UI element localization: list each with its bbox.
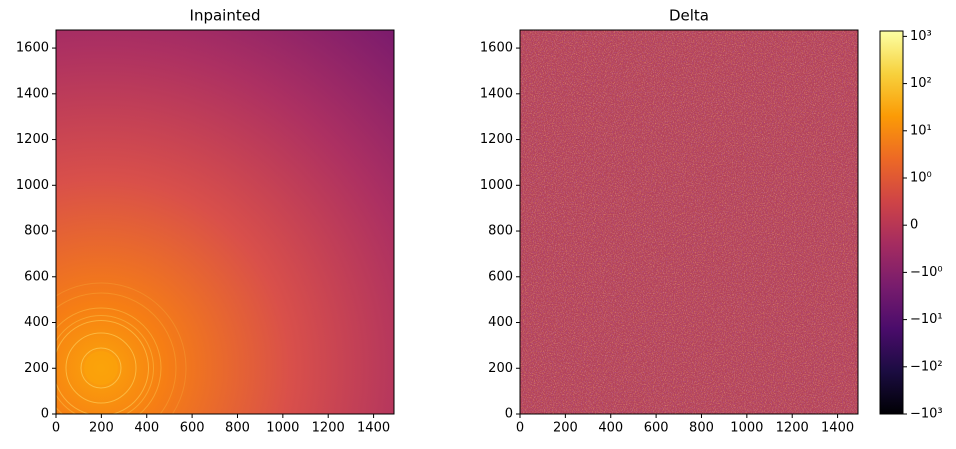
y-tick-label: 1400 (480, 86, 513, 101)
ring (80, 347, 122, 389)
axes-frame (519, 29, 859, 415)
x-tick-label: 200 (553, 421, 578, 436)
y-tick-label: 400 (24, 315, 49, 330)
ring (56, 307, 162, 414)
x-tick-label: 1400 (821, 421, 854, 436)
y-tick-label: 1200 (480, 132, 513, 147)
y-tick-label: 800 (24, 224, 49, 239)
ring (65, 332, 137, 404)
x-tick-label: 0 (52, 421, 60, 436)
x-tick-label: 1200 (312, 421, 345, 436)
y-tick-label: 200 (488, 361, 513, 376)
ring (56, 282, 187, 414)
rings (56, 282, 187, 414)
y-tick-label: 1400 (16, 86, 49, 101)
y-tick-label: 200 (24, 361, 49, 376)
x-tick-label: 1000 (266, 421, 299, 436)
colorbar-tick-label: 10³ (910, 29, 932, 44)
x-tick-label: 800 (225, 421, 250, 436)
y-tick-label: 600 (488, 269, 513, 284)
y-tick-label: 1200 (16, 132, 49, 147)
x-tick-label: 600 (644, 421, 669, 436)
colorbar-tick-label: 10² (910, 76, 932, 91)
y-tick-label: 1000 (480, 178, 513, 193)
x-tick-label: 1400 (357, 421, 390, 436)
y-tick-label: 0 (505, 407, 513, 422)
colorbar-tick-label: −10⁰ (910, 265, 943, 280)
ring (56, 315, 154, 414)
y-tick-label: 1000 (16, 178, 49, 193)
colorbar-tick-label: 10¹ (910, 123, 932, 138)
image (56, 30, 394, 414)
x-tick-label: 800 (689, 421, 714, 436)
x-tick-label: 400 (134, 421, 159, 436)
ring (56, 320, 149, 414)
x-tick-label: 600 (180, 421, 205, 436)
ring (56, 292, 177, 414)
colorbar (879, 30, 904, 415)
x-tick-label: 200 (89, 421, 114, 436)
y-tick-label: 1600 (16, 41, 49, 56)
y-tick-label: 0 (41, 407, 49, 422)
colorbar-tick-label: −10¹ (910, 312, 943, 327)
image-noise-dark (520, 30, 858, 414)
panel-title: Inpainted (190, 7, 261, 25)
y-tick-label: 1600 (480, 41, 513, 56)
x-tick-label: 0 (516, 421, 524, 436)
y-tick-label: 800 (488, 224, 513, 239)
x-tick-label: 1200 (776, 421, 809, 436)
x-tick-label: 1000 (730, 421, 763, 436)
axes-frame (55, 29, 395, 415)
ring-core (84, 351, 118, 385)
x-tick-label: 400 (598, 421, 623, 436)
panel-title: Delta (669, 7, 709, 25)
y-tick-label: 400 (488, 315, 513, 330)
colorbar-tick-label: 10⁰ (910, 170, 932, 185)
colorbar-tick-label: 0 (910, 218, 918, 233)
colorbar-tick-label: −10² (910, 359, 943, 374)
colorbar-tick-label: −10³ (910, 407, 943, 422)
y-tick-label: 600 (24, 269, 49, 284)
